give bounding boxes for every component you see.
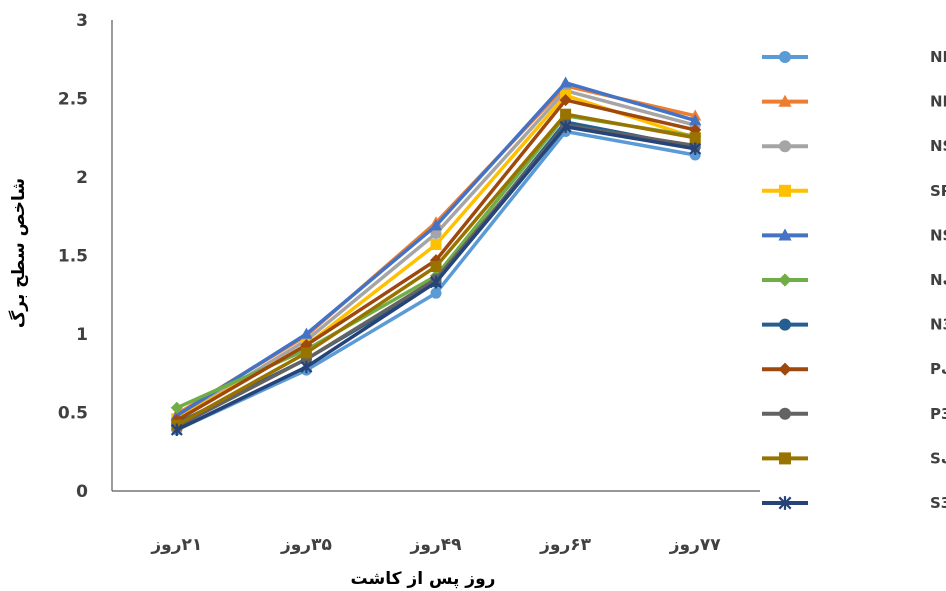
data-point bbox=[300, 347, 312, 359]
legend-item: کمترN30% bbox=[762, 316, 946, 334]
data-point bbox=[170, 401, 183, 414]
legend-label: مطلوب SP N=0 bbox=[930, 182, 946, 200]
chart-series bbox=[170, 76, 702, 437]
legend-label: مطلوبNP S=0 bbox=[930, 93, 946, 111]
legend-item: شاهد NPS=0 bbox=[762, 48, 946, 66]
legend-item: مطلوبNS P=0 bbox=[762, 137, 946, 155]
legend-label: کمترP30% bbox=[930, 405, 946, 423]
series-group bbox=[170, 94, 702, 427]
legend-label: مطلوبP bbox=[930, 360, 946, 378]
legend-item: کمترS30% bbox=[762, 494, 946, 512]
y-tick-label: 1 bbox=[76, 325, 88, 345]
legend-item: مطلوبNSP bbox=[762, 226, 946, 244]
legend-item: مطلوب SP N=0 bbox=[762, 182, 946, 200]
x-tick-labels: ۲۱روز ۳۵روز ۴۹روز ۶۳روز ۷۷روز bbox=[150, 535, 721, 555]
y-axis-title: شاخص سطح برگ bbox=[9, 178, 29, 328]
data-point bbox=[559, 94, 572, 107]
chart-axes bbox=[111, 20, 760, 492]
legend-swatch-marker bbox=[779, 318, 791, 331]
x-tick-label: ۷۷روز bbox=[669, 535, 722, 555]
legend-swatch-marker bbox=[779, 452, 791, 465]
data-point bbox=[430, 260, 442, 272]
x-tick-label: ۶۳روز bbox=[539, 535, 592, 555]
y-tick-label: 3 bbox=[76, 11, 88, 31]
legend-item: کمترP30% bbox=[762, 405, 946, 423]
data-point bbox=[300, 327, 313, 339]
data-point bbox=[689, 114, 702, 126]
data-point bbox=[300, 338, 313, 352]
x-tick-label: ۲۱روز bbox=[150, 535, 202, 555]
legend-swatch-marker bbox=[778, 228, 792, 241]
data-point bbox=[300, 360, 313, 374]
legend-item: مطلوبNP S=0 bbox=[762, 93, 946, 111]
legend-label: کمترN30% bbox=[930, 316, 946, 334]
legend-label: مطلوبNS P=0 bbox=[930, 137, 946, 155]
legend-item: مطلوبP bbox=[762, 360, 946, 378]
legend-label: مطلوبN bbox=[930, 271, 946, 289]
data-point bbox=[689, 142, 702, 156]
series-group bbox=[171, 108, 701, 431]
y-tick-labels: 0 0.5 1 1.5 2 2.5 3 bbox=[58, 11, 88, 502]
data-point bbox=[429, 254, 443, 267]
data-point bbox=[559, 76, 572, 88]
data-point bbox=[559, 120, 572, 134]
legend-label: کمترS30% bbox=[930, 494, 946, 512]
data-point bbox=[429, 219, 443, 231]
y-tick-label: 1.5 bbox=[58, 247, 88, 267]
legend-item: مطلوبS bbox=[762, 449, 946, 467]
legend-swatch-marker bbox=[779, 51, 791, 63]
x-tick-label: ۳۵روز bbox=[280, 535, 332, 555]
chart-legend: شاهد NPS=0 مطلوبNP S=0 مطلوبNS P=0 مطلوب SP… bbox=[762, 48, 946, 512]
legend-swatch-marker bbox=[779, 407, 791, 420]
data-point bbox=[560, 108, 572, 120]
legend-swatch-marker bbox=[779, 184, 791, 197]
y-tick-label: 2.5 bbox=[58, 90, 88, 110]
data-point bbox=[170, 423, 183, 437]
legend-swatch-marker bbox=[778, 496, 792, 510]
series-group bbox=[170, 120, 702, 437]
data-point bbox=[689, 132, 701, 144]
x-axis-title: روز پس از کاشت bbox=[351, 569, 496, 589]
legend-swatch-marker bbox=[778, 362, 792, 376]
legend-label: شاهد NPS=0 bbox=[930, 48, 946, 66]
data-point bbox=[430, 287, 442, 299]
data-point bbox=[429, 275, 443, 289]
legend-item: مطلوبN bbox=[762, 271, 946, 289]
legend-swatch-marker bbox=[779, 140, 791, 153]
legend-label: مطلوبS bbox=[930, 449, 946, 467]
y-tick-label: 0 bbox=[76, 482, 88, 502]
data-point bbox=[430, 239, 442, 251]
legend-swatch-marker bbox=[778, 94, 792, 107]
legend-swatch-marker bbox=[778, 273, 792, 287]
data-point bbox=[430, 228, 442, 240]
y-tick-label: 0.5 bbox=[58, 404, 88, 424]
y-tick-label: 2 bbox=[76, 168, 88, 188]
legend-label: مطلوبNSP bbox=[930, 226, 946, 244]
x-tick-label: ۴۹روز bbox=[410, 535, 463, 555]
